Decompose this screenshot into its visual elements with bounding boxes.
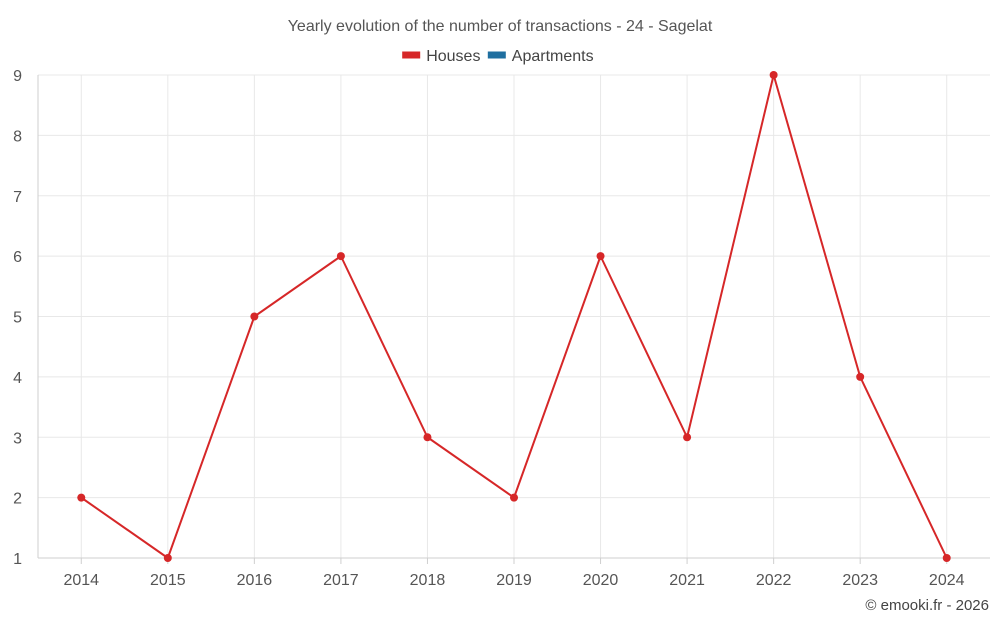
chart-title: Yearly evolution of the number of transa… <box>288 18 713 35</box>
y-tick-label: 7 <box>13 189 22 206</box>
y-tick-label: 1 <box>13 551 22 568</box>
y-axis-tick-labels: 1 2 3 4 5 6 7 8 9 <box>13 68 22 568</box>
legend-swatch <box>487 51 506 59</box>
y-tick-label: 3 <box>13 430 22 447</box>
x-tick-label: 2016 <box>237 572 273 589</box>
y-tick-label: 2 <box>13 491 22 508</box>
x-axis-tick-labels: 2014 2015 2016 2017 2018 2019 2020 2021 2022 2023… <box>63 572 964 589</box>
x-tick-label: 2024 <box>929 572 965 589</box>
x-tick-label: 2017 <box>323 572 359 589</box>
y-tick-label: 6 <box>13 249 22 266</box>
data-point[interactable] <box>683 433 692 442</box>
data-point[interactable] <box>769 71 778 79</box>
x-tick-label: 2019 <box>496 572 532 589</box>
chart-legend: Houses Apartments <box>402 48 594 65</box>
data-point[interactable] <box>596 252 605 261</box>
x-tick-label: 2015 <box>150 572 186 589</box>
legend-label: Houses <box>426 48 480 65</box>
y-tick-label: 5 <box>13 310 22 327</box>
data-point[interactable] <box>250 312 259 321</box>
data-point[interactable] <box>942 554 951 562</box>
x-tick-label: 2014 <box>63 572 99 589</box>
copyright-footer: © emooki.fr - 2026 <box>865 597 989 614</box>
y-tick-label: 4 <box>13 370 22 387</box>
axes <box>37 75 990 564</box>
data-point[interactable] <box>336 252 345 261</box>
y-tick-label: 9 <box>13 68 22 85</box>
x-tick-label: 2022 <box>756 572 792 589</box>
series-layer <box>77 71 951 562</box>
legend-item-houses[interactable]: Houses <box>402 48 480 65</box>
x-tick-label: 2021 <box>669 572 705 589</box>
x-tick-label: 2023 <box>842 572 878 589</box>
data-point[interactable] <box>77 493 86 502</box>
legend-item-apartments[interactable]: Apartments <box>487 48 594 65</box>
x-tick-label: 2018 <box>410 572 446 589</box>
data-point[interactable] <box>163 554 172 562</box>
legend-swatch <box>402 51 421 59</box>
data-point[interactable] <box>510 493 518 502</box>
legend-label: Apartments <box>512 48 594 65</box>
grid-lines <box>38 74 990 558</box>
data-point[interactable] <box>856 372 865 381</box>
x-tick-label: 2020 <box>583 572 619 589</box>
y-tick-label: 8 <box>13 128 22 145</box>
data-point[interactable] <box>423 433 432 442</box>
